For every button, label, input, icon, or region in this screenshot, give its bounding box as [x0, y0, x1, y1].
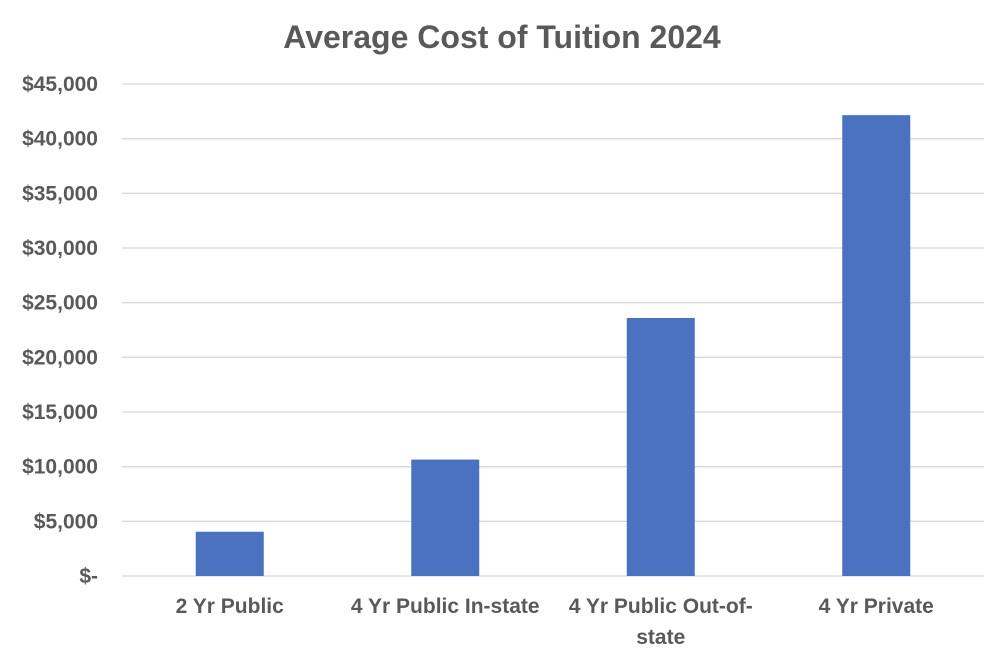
x-axis-labels: 2 Yr Public 4 Yr Public In-state 4 Yr Publ…	[176, 595, 934, 649]
x-tick-label: 4 Yr Private	[819, 595, 934, 618]
y-tick-label: $5,000	[34, 510, 98, 533]
bar	[842, 115, 911, 576]
y-tick-label: $35,000	[22, 182, 98, 205]
y-tick-label: $25,000	[22, 292, 98, 315]
y-axis-ticks: $- $5,000 $10,000 $15,000 $20,000 $25,000 $30,…	[22, 73, 98, 588]
bars	[195, 115, 911, 576]
gridlines	[122, 83, 984, 577]
bar	[195, 531, 264, 576]
chart-title: Average Cost of Tuition 2024	[283, 19, 721, 55]
x-tick-label-line: 4 Yr Public Out-of-	[569, 595, 753, 618]
x-tick-label-line: state	[636, 626, 685, 649]
y-tick-label: $15,000	[22, 401, 98, 424]
y-tick-label: $45,000	[22, 73, 98, 96]
y-tick-label: $40,000	[22, 128, 98, 151]
y-tick-label: $-	[79, 565, 98, 588]
x-tick-label: 4 Yr Public Out-of-state	[569, 595, 753, 649]
bar	[626, 317, 695, 576]
y-tick-label: $10,000	[22, 456, 98, 479]
x-tick-label: 4 Yr Public In-state	[351, 595, 540, 618]
x-tick-label-line: 2 Yr Public	[176, 595, 284, 618]
bar	[411, 459, 480, 576]
x-tick-label: 2 Yr Public	[176, 595, 284, 618]
x-tick-label-line: 4 Yr Public In-state	[351, 595, 540, 618]
x-tick-label-line: 4 Yr Private	[819, 595, 934, 618]
y-tick-label: $30,000	[22, 237, 98, 260]
y-tick-label: $20,000	[22, 346, 98, 369]
